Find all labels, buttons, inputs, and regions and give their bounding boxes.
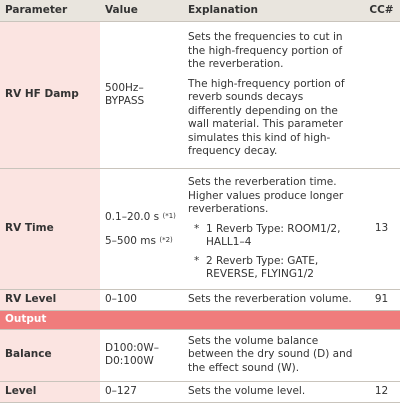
cc-cell: 13 [363, 168, 400, 290]
note-text: 2 Reverb Type: GATE, REVERSE, FLYING1/2 [206, 254, 319, 281]
explanation-text: Sets the volume level. [188, 384, 306, 397]
explanation-cell: Sets the volume balance between the dry … [183, 329, 363, 382]
note: * 1 Reverb Type: ROOM1/2, HALL1–4 [194, 223, 358, 250]
table-row: RV Time 0.1–20.0 s (*1) 5–500 ms (*2) Sets … [0, 168, 400, 290]
cc-cell [363, 21, 400, 169]
value-text: 500Hz–BYPASS [105, 81, 145, 108]
section-cell: Output [0, 310, 400, 330]
value-text: D100:0W–D0:100W [105, 341, 159, 368]
note-mark: * [194, 254, 200, 267]
parameter-cell: RV Level [0, 289, 100, 311]
value: 500Hz–BYPASS [105, 82, 178, 109]
parameter-cell: Level [0, 381, 100, 403]
table-row: Level 0–127 Sets the volume level. 12 [0, 381, 400, 403]
value-text: 0–100 [105, 293, 137, 306]
value: 0–100 [105, 293, 178, 307]
note-mark: * [194, 222, 200, 235]
table-row: RV Level 0–100 Sets the reverberation volu… [0, 289, 400, 311]
value-cell: D100:0W–D0:100W [100, 329, 183, 382]
value: 0.1–20.0 s (*1) [105, 210, 178, 224]
value: D100:0W–D0:100W [105, 342, 178, 369]
value-text: 0–127 [105, 384, 137, 397]
explanation-cell: Sets the volume level. [183, 381, 363, 403]
table-row: Balance D100:0W–D0:100W Sets the volume ba… [0, 329, 400, 382]
explanation-cell: Sets the reverberation time. Higher valu… [183, 168, 363, 290]
cc-cell [363, 329, 400, 382]
note: * 2 Reverb Type: GATE, REVERSE, FLYING1/2 [194, 255, 358, 282]
table-body: RV HF Damp 500Hz–BYPASS Sets the frequenci… [0, 21, 400, 403]
value: 0–127 [105, 385, 178, 399]
value-ref: (*1) [162, 211, 176, 220]
explanation-text: Sets the frequencies to cut in the high-… [188, 31, 343, 71]
header-cell: Explanation [183, 0, 363, 22]
explanation-text: Sets the volume balance between the dry … [188, 334, 353, 374]
header-cell: CC# [363, 0, 400, 22]
explanation-text: Sets the reverberation volume. [188, 293, 352, 306]
value-text: 5–500 ms [105, 234, 157, 247]
note-text: 1 Reverb Type: ROOM1/2, HALL1–4 [206, 222, 341, 249]
value-cell: 0–100 [100, 289, 183, 311]
explanation-cell: Sets the reverberation volume. [183, 289, 363, 311]
header-row: Parameter Value Explanation CC# [0, 0, 400, 22]
header-cell: Value [100, 0, 183, 22]
explanation-text: The high-frequency portion of reverb sou… [188, 77, 345, 158]
value-text: 0.1–20.0 s [105, 210, 160, 223]
value-cell: 0.1–20.0 s (*1) 5–500 ms (*2) [100, 168, 183, 290]
parameter-cell: Balance [0, 329, 100, 382]
cc-cell: 12 [363, 381, 400, 403]
table-row: Output [0, 310, 400, 330]
explanation-text: Sets the reverberation time. Higher valu… [188, 176, 344, 216]
header-cell: Parameter [0, 0, 100, 22]
cc-cell: 91 [363, 289, 400, 311]
value-cell: 0–127 [100, 381, 183, 403]
value-ref: (*2) [159, 236, 173, 244]
table-row: RV HF Damp 500Hz–BYPASS Sets the frequenci… [0, 21, 400, 169]
value: 5–500 ms (*2) [105, 234, 178, 248]
value-cell: 500Hz–BYPASS [100, 21, 183, 169]
parameter-cell: RV Time [0, 168, 100, 290]
parameter-cell: RV HF Damp [0, 21, 100, 169]
explanation-cell: Sets the frequencies to cut in the high-… [183, 21, 363, 169]
